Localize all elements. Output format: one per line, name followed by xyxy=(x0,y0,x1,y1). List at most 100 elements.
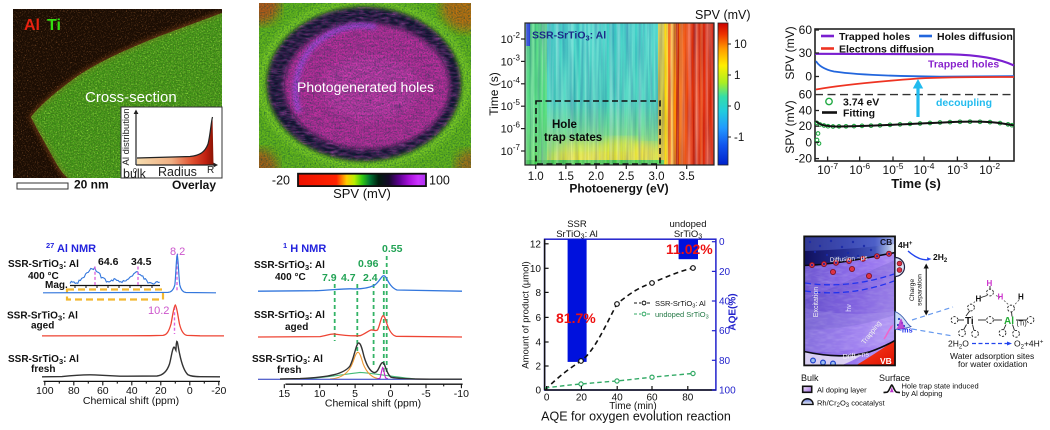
svg-text:Drift ~ns: Drift ~ns xyxy=(842,351,869,361)
svg-text:2.4: 2.4 xyxy=(363,272,378,284)
svg-text:Excitation: Excitation xyxy=(813,287,820,317)
svg-text:Rh/Cr2O3 cocatalyst: Rh/Cr2O3 cocatalyst xyxy=(817,398,885,409)
svg-text:CB: CB xyxy=(880,237,892,247)
svg-text:SPV (mV): SPV (mV) xyxy=(695,8,751,22)
svg-text:4.7: 4.7 xyxy=(341,272,356,284)
svg-text:60: 60 xyxy=(646,393,658,404)
svg-text:10-6: 10-6 xyxy=(501,121,521,136)
svg-text:Surface: Surface xyxy=(879,373,910,383)
svg-text:7.9: 7.9 xyxy=(322,272,337,284)
svg-text:10.2: 10.2 xyxy=(148,305,169,317)
svg-text:Chemical shift (ppm): Chemical shift (ppm) xyxy=(325,398,421,410)
svg-text:-1: -1 xyxy=(734,132,744,144)
svg-text:Mag.: Mag. xyxy=(45,280,68,291)
svg-text:40: 40 xyxy=(126,385,138,397)
svg-text:SPV (mV): SPV (mV) xyxy=(333,186,391,201)
svg-text:hν: hν xyxy=(846,304,853,312)
svg-text:10-5: 10-5 xyxy=(501,98,521,113)
svg-text:11.02%: 11.02% xyxy=(666,241,713,257)
svg-text:2H2: 2H2 xyxy=(933,252,948,264)
svg-text:10-4: 10-4 xyxy=(914,161,935,177)
svg-text:0: 0 xyxy=(544,393,550,404)
svg-text:3.74 eV: 3.74 eV xyxy=(843,97,879,109)
svg-text:Hole: Hole xyxy=(552,119,577,131)
svg-text:SSR-SrTiO3: Al: SSR-SrTiO3: Al xyxy=(8,354,79,366)
svg-text:100: 100 xyxy=(36,385,54,397)
svg-text:12: 12 xyxy=(530,239,542,250)
svg-text:20 nm: 20 nm xyxy=(74,178,109,192)
svg-text:Amount of product (μmol): Amount of product (μmol) xyxy=(521,261,532,368)
svg-text:400 °C: 400 °C xyxy=(275,272,306,283)
svg-text:0: 0 xyxy=(535,386,541,397)
svg-text:100: 100 xyxy=(719,386,736,397)
svg-text:10-3: 10-3 xyxy=(501,53,521,68)
svg-text:20: 20 xyxy=(576,393,588,404)
svg-text:Chemical shift (ppm): Chemical shift (ppm) xyxy=(83,395,179,407)
svg-text:Trapped holes: Trapped holes xyxy=(839,31,910,43)
svg-text:Al doping layer: Al doping layer xyxy=(817,385,867,394)
svg-text:0.96: 0.96 xyxy=(358,258,379,270)
svg-text:Cross-section: Cross-section xyxy=(85,89,177,106)
svg-text:40: 40 xyxy=(799,104,813,118)
svg-text:0: 0 xyxy=(805,135,812,149)
svg-text:10-2: 10-2 xyxy=(501,31,521,46)
svg-text:undoped: undoped xyxy=(670,219,707,230)
svg-text:3.0: 3.0 xyxy=(649,171,665,183)
svg-text:O2+4H+: O2+4H+ xyxy=(1014,339,1044,351)
svg-text:1: 1 xyxy=(734,70,740,82)
svg-text:10-5: 10-5 xyxy=(883,161,904,177)
svg-text:3.5: 3.5 xyxy=(679,171,695,183)
svg-text:separation: separation xyxy=(917,274,924,306)
svg-text:Charge: Charge xyxy=(909,279,916,302)
svg-text:H: H xyxy=(998,293,1004,302)
svg-text:Electrons diffusion: Electrons diffusion xyxy=(839,44,934,56)
svg-text:1.5: 1.5 xyxy=(558,171,574,183)
svg-text:10: 10 xyxy=(314,388,326,400)
svg-text:for water oxidation: for water oxidation xyxy=(958,359,1028,369)
svg-text:10-4: 10-4 xyxy=(501,76,521,91)
svg-text:4H+: 4H+ xyxy=(898,240,913,250)
svg-text:(Ti): (Ti) xyxy=(1017,321,1027,328)
svg-text:Photoenergy (eV): Photoenergy (eV) xyxy=(569,182,668,196)
svg-text:-10: -10 xyxy=(454,388,469,400)
svg-text:fresh: fresh xyxy=(277,365,301,376)
svg-text:10-7: 10-7 xyxy=(501,143,521,158)
svg-text:SSR: SSR xyxy=(567,219,587,230)
svg-text:Diffusion ~μs: Diffusion ~μs xyxy=(830,254,869,264)
svg-text:81.7%: 81.7% xyxy=(556,310,596,326)
svg-text:60: 60 xyxy=(97,385,109,397)
svg-text:Ti: Ti xyxy=(965,316,974,327)
svg-text:4: 4 xyxy=(535,338,541,349)
svg-text:undoped SrTiO3: undoped SrTiO3 xyxy=(655,310,709,321)
svg-text:0: 0 xyxy=(734,101,740,113)
svg-text:H: H xyxy=(987,279,993,288)
svg-text:400 °C: 400 °C xyxy=(28,271,59,282)
svg-text:AQE(%): AQE(%) xyxy=(728,293,739,330)
svg-text:0: 0 xyxy=(133,168,137,175)
svg-text:2.0: 2.0 xyxy=(588,171,604,183)
svg-text:1 H NMR: 1 H NMR xyxy=(283,241,326,255)
svg-text:20: 20 xyxy=(155,385,167,397)
svg-text:100: 100 xyxy=(429,174,450,188)
svg-text:Time (s): Time (s) xyxy=(487,72,501,116)
svg-text:H: H xyxy=(1018,293,1024,302)
svg-text:SSR-SrTiO3: Al: SSR-SrTiO3: Al xyxy=(655,299,706,310)
svg-text:SSR-SrTiO3: Al: SSR-SrTiO3: Al xyxy=(532,30,606,43)
svg-text:Ti: Ti xyxy=(47,17,61,34)
svg-text:1.0: 1.0 xyxy=(528,171,544,183)
svg-text:80: 80 xyxy=(682,393,694,404)
svg-text:10-3: 10-3 xyxy=(947,161,968,177)
svg-text:8: 8 xyxy=(535,288,541,299)
svg-text:80: 80 xyxy=(719,356,731,367)
svg-text:SSR-SrTiO3: Al: SSR-SrTiO3: Al xyxy=(252,354,323,366)
svg-text:SPV (mV): SPV (mV) xyxy=(783,26,797,79)
svg-text:by Al doping: by Al doping xyxy=(902,389,943,398)
svg-text:60: 60 xyxy=(719,326,731,337)
svg-text:aged: aged xyxy=(285,322,308,333)
svg-text:20: 20 xyxy=(719,267,731,278)
svg-text:30: 30 xyxy=(799,46,813,60)
svg-text:H: H xyxy=(976,295,982,304)
svg-text:-20: -20 xyxy=(795,152,813,166)
svg-text:60: 60 xyxy=(799,88,813,102)
svg-text:Bulk: Bulk xyxy=(801,373,819,383)
